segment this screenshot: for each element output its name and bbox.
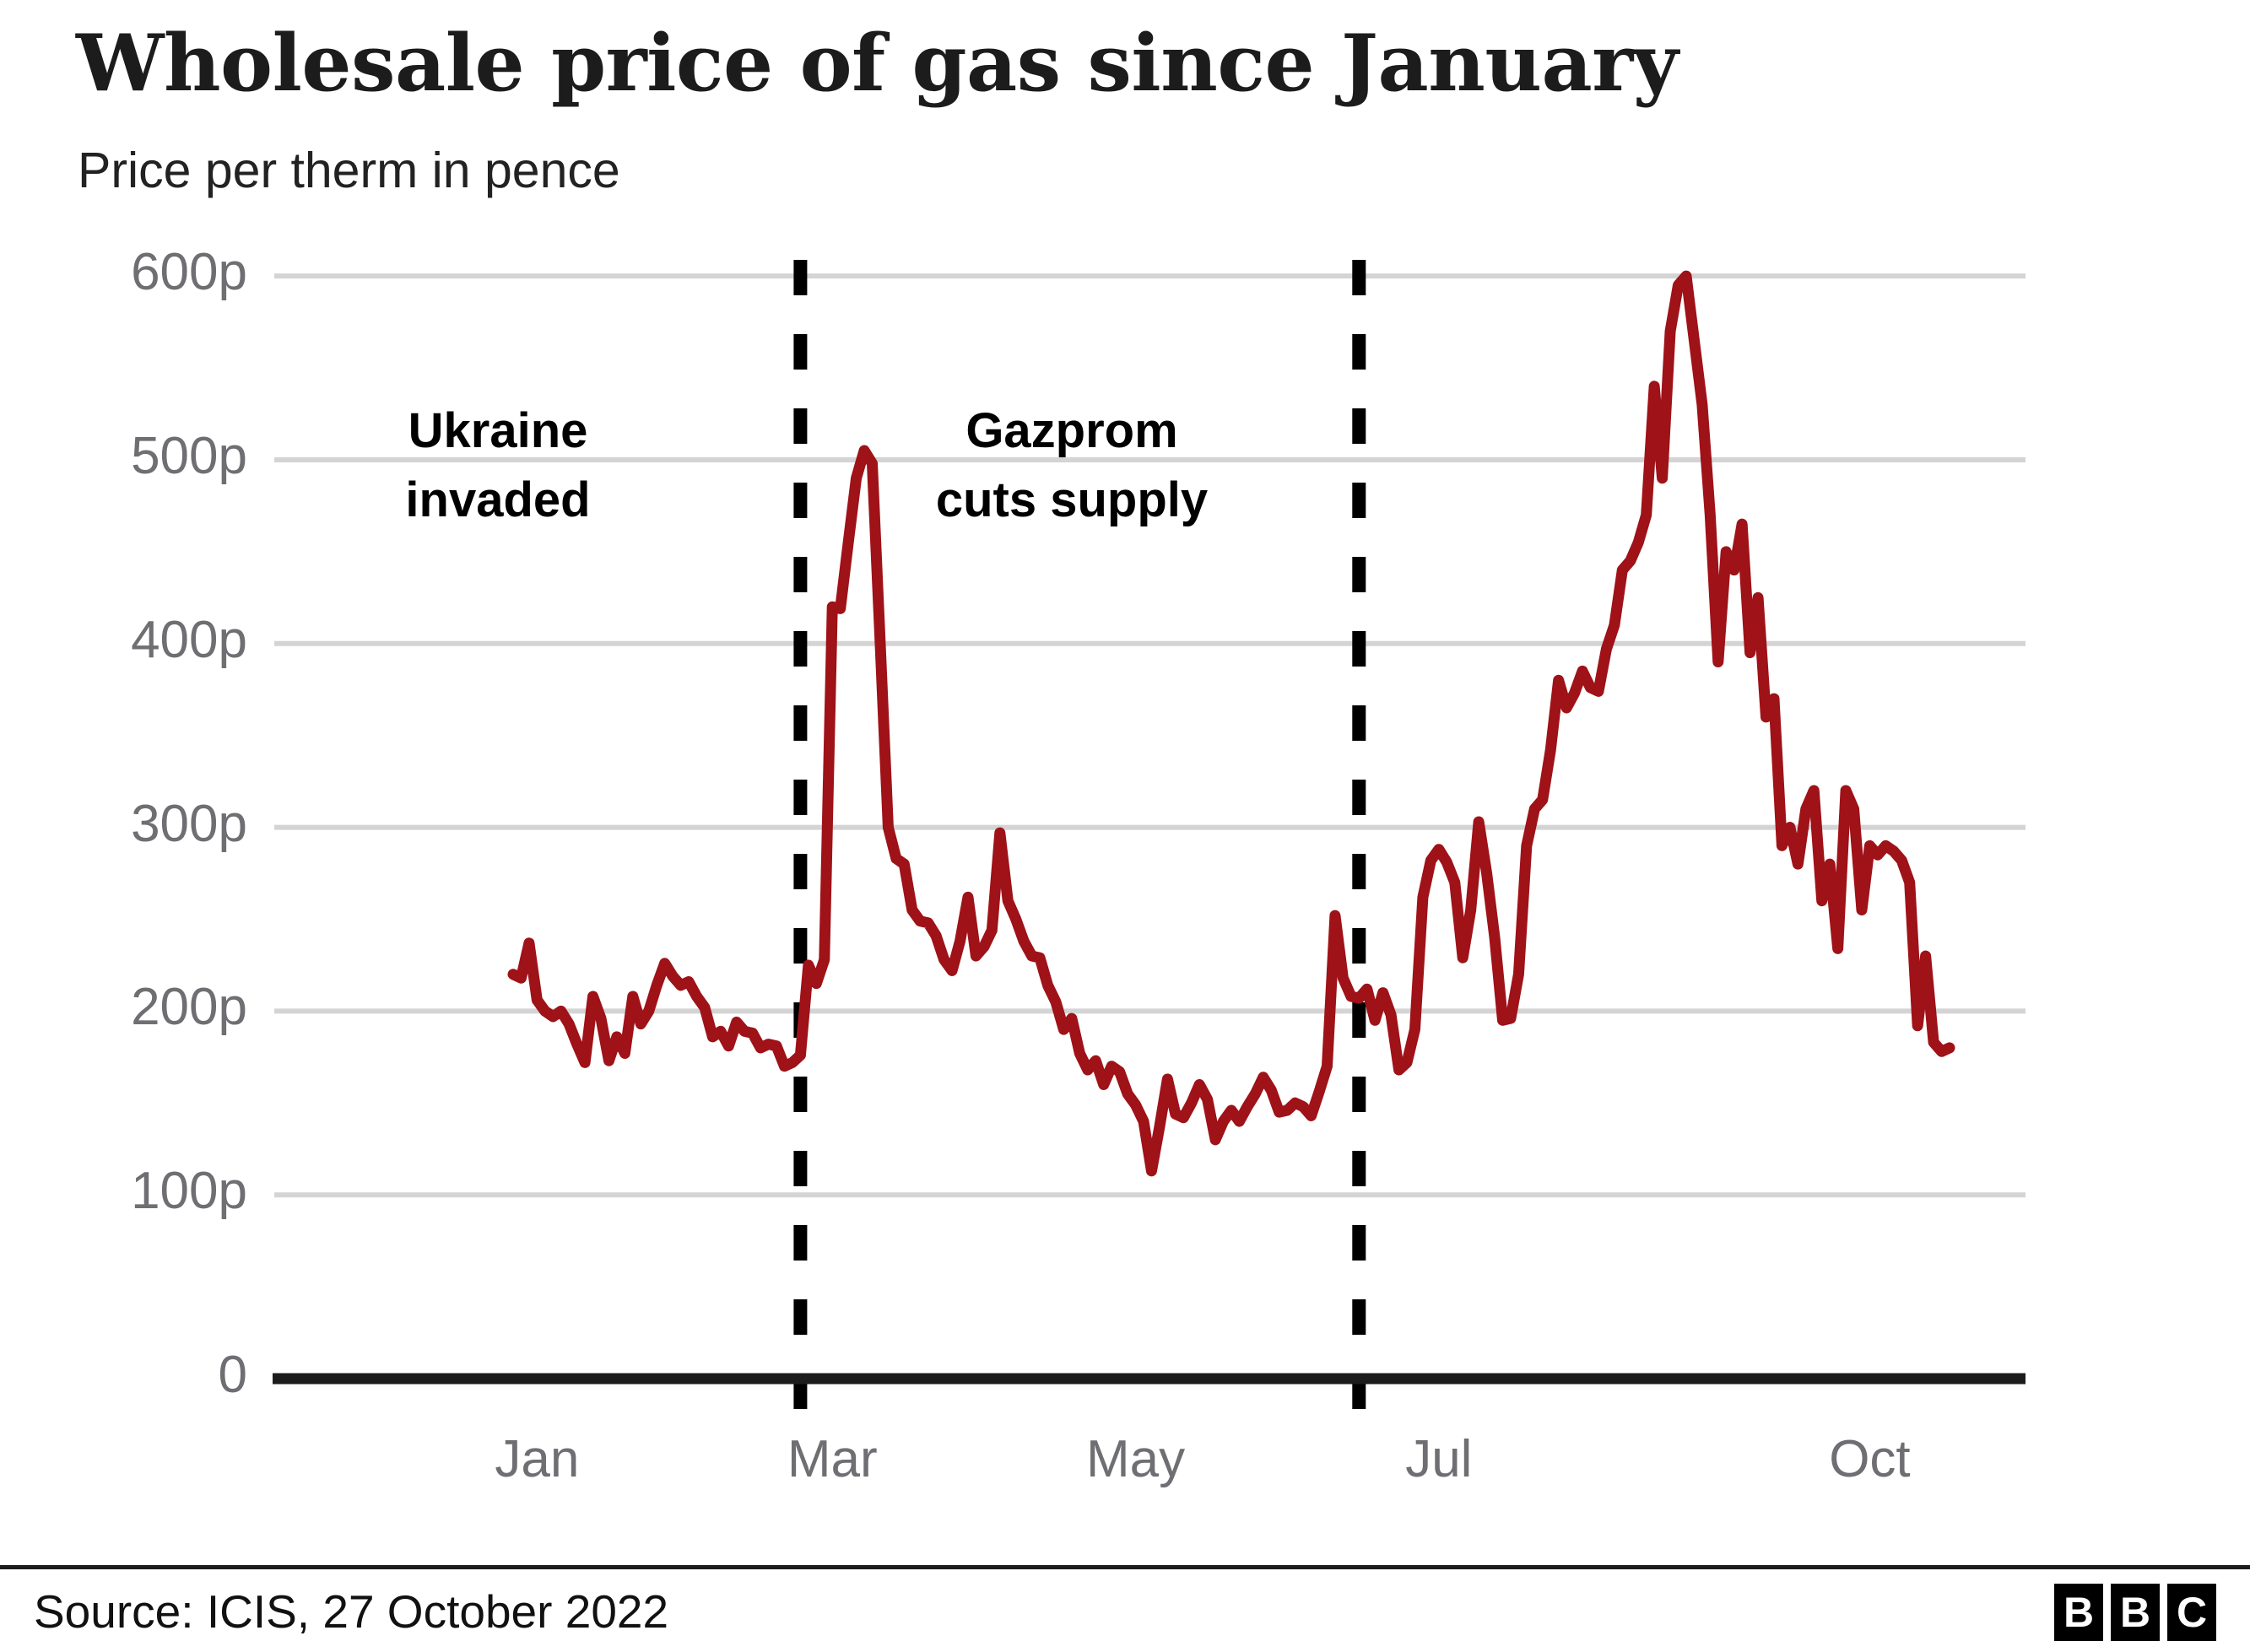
x-tick-label-oct: Oct (1829, 1430, 1911, 1488)
bbc-logo-letter-1: B (2054, 1584, 2103, 1641)
y-tick-label-400p: 400p (131, 610, 247, 669)
y-tick-label-600p: 600p (131, 243, 247, 302)
annotation-line: invaded (405, 472, 591, 528)
y-tick-label-200p: 200p (131, 978, 247, 1037)
page-title: Wholesale price of gas since January (76, 17, 1679, 109)
y-tick-label-0: 0 (218, 1346, 247, 1404)
annotation-line: Ukraine (408, 403, 588, 458)
x-tick-label-may: May (1085, 1430, 1186, 1488)
y-tick-label-100p: 100p (131, 1162, 247, 1221)
annotation-line: cuts supply (935, 472, 1209, 528)
chart-subtitle: Price per therm in pence (78, 143, 620, 198)
price-line-series (507, 270, 1955, 1177)
source-note: Source: ICIS, 27 October 2022 (34, 1585, 669, 1638)
gridlines-group (274, 273, 2026, 1198)
bbc-logo-letter-2: B (2111, 1584, 2160, 1641)
event-marker-group (793, 260, 1366, 1436)
annotation-line: Gazprom (965, 403, 1178, 458)
bbc-logo-letter-3: C (2167, 1584, 2216, 1641)
footer-divider (0, 1565, 2250, 1569)
x-tick-label-mar: Mar (787, 1430, 878, 1488)
y-tick-label-500p: 500p (131, 426, 247, 485)
y-tick-label-300p: 300p (131, 794, 247, 853)
x-tick-label-jan: Jan (495, 1430, 580, 1488)
bbc-logo: B B C (2054, 1584, 2216, 1641)
x-tick-label-jul: Jul (1405, 1430, 1473, 1488)
annotation-ukraine-invaded: Ukraine invaded (321, 397, 675, 536)
annotation-gazprom-cuts-supply: Gazprom cuts supply (861, 397, 1283, 536)
